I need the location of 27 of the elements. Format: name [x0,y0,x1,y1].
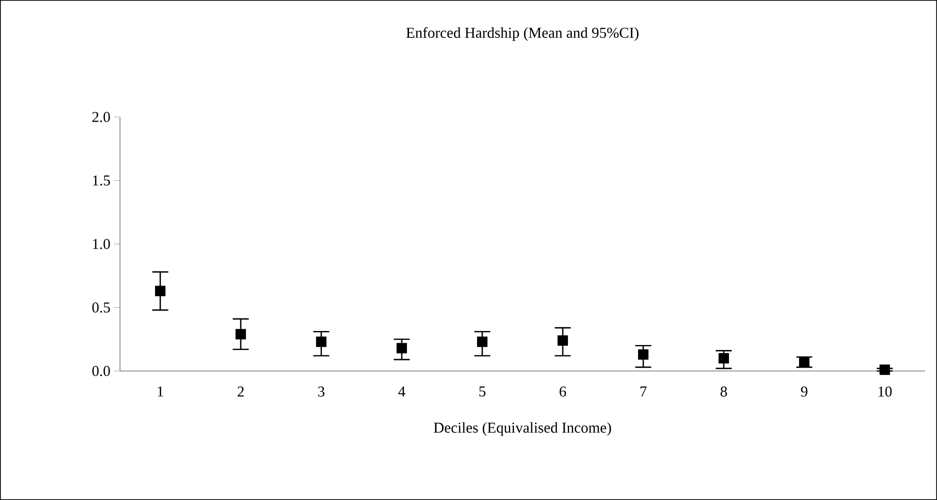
point [718,353,729,364]
x-tick-label: 2 [238,386,244,396]
point [236,328,246,340]
x-tick-label: 9 [800,386,808,397]
x-tick-label: 6 [560,386,566,397]
x-tick-label: 7 [640,386,647,396]
point [638,349,648,360]
x-tick-label: 3 [318,386,324,397]
x-tick-label: 5 [479,386,486,396]
point [396,342,407,354]
point [155,286,166,296]
x-axis-title: Deciles (Equivalised Income) [434,422,611,436]
point [477,336,488,347]
y-tick-label: 2.0 [92,112,110,122]
point [316,336,326,347]
x-tick-label: 10 [878,386,892,397]
y-tick-label: 1.5 [93,175,110,186]
y-tick-label: 0.5 [92,302,110,313]
y-tick-label: 0.0 [92,366,110,376]
x-tick-label: 4 [398,386,406,396]
point [799,356,810,368]
point [880,364,890,375]
y-tick-label: 1.0 [93,238,110,250]
x-tick-label: 8 [720,386,727,397]
chart-title: Enforced Hardship (Mean and 95%CI) [406,27,638,41]
point [558,335,568,346]
x-tick-label: 1 [158,386,164,396]
